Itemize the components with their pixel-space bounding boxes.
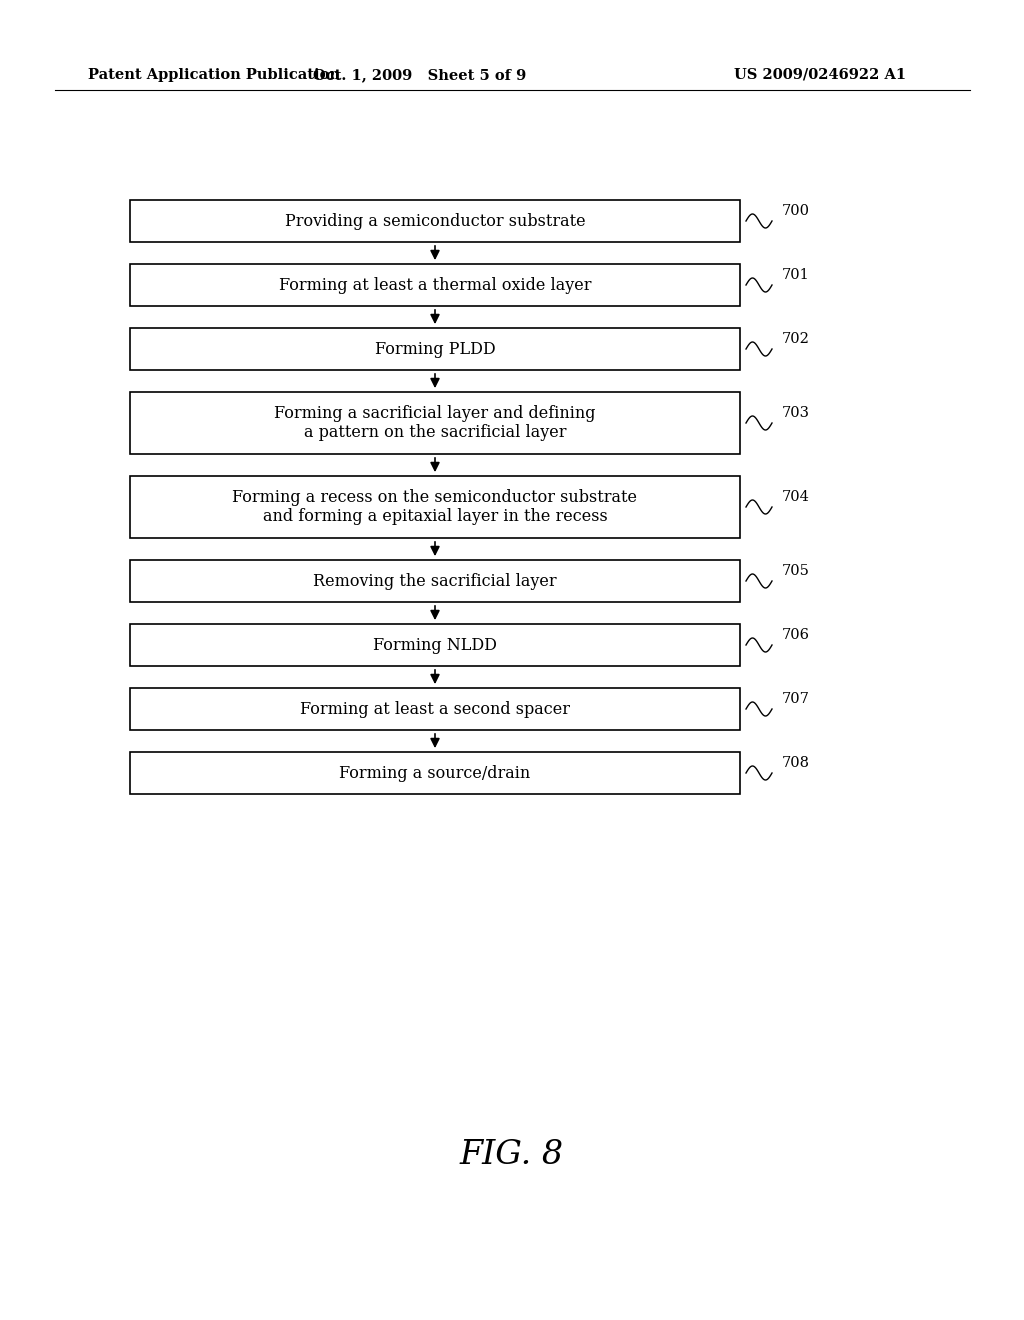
Text: Providing a semiconductor substrate: Providing a semiconductor substrate xyxy=(285,213,586,230)
Text: 708: 708 xyxy=(782,756,810,770)
Bar xyxy=(130,264,740,306)
Bar xyxy=(130,392,740,454)
Text: Patent Application Publication: Patent Application Publication xyxy=(88,69,340,82)
Bar xyxy=(130,688,740,730)
Text: 707: 707 xyxy=(782,692,810,706)
Text: Forming at least a thermal oxide layer: Forming at least a thermal oxide layer xyxy=(279,276,591,293)
Bar xyxy=(130,624,740,667)
Text: Forming PLDD: Forming PLDD xyxy=(375,341,496,358)
Text: Forming NLDD: Forming NLDD xyxy=(373,636,497,653)
Bar xyxy=(130,560,740,602)
Bar xyxy=(130,477,740,539)
Text: 701: 701 xyxy=(782,268,810,282)
Text: Removing the sacrificial layer: Removing the sacrificial layer xyxy=(313,573,557,590)
Text: 702: 702 xyxy=(782,333,810,346)
Text: Forming a source/drain: Forming a source/drain xyxy=(339,764,530,781)
Text: 705: 705 xyxy=(782,564,810,578)
Bar xyxy=(130,201,740,242)
Text: Forming a recess on the semiconductor substrate
and forming a epitaxial layer in: Forming a recess on the semiconductor su… xyxy=(232,488,638,525)
Text: US 2009/0246922 A1: US 2009/0246922 A1 xyxy=(734,69,906,82)
Text: Forming a sacrificial layer and defining
a pattern on the sacrificial layer: Forming a sacrificial layer and defining… xyxy=(274,405,596,441)
Text: 706: 706 xyxy=(782,628,810,642)
Text: 704: 704 xyxy=(782,490,810,504)
Text: Forming at least a second spacer: Forming at least a second spacer xyxy=(300,701,570,718)
Bar xyxy=(130,752,740,795)
Bar xyxy=(130,327,740,370)
Text: 703: 703 xyxy=(782,407,810,420)
Text: FIG. 8: FIG. 8 xyxy=(460,1139,564,1171)
Text: 700: 700 xyxy=(782,205,810,218)
Text: Oct. 1, 2009   Sheet 5 of 9: Oct. 1, 2009 Sheet 5 of 9 xyxy=(313,69,526,82)
